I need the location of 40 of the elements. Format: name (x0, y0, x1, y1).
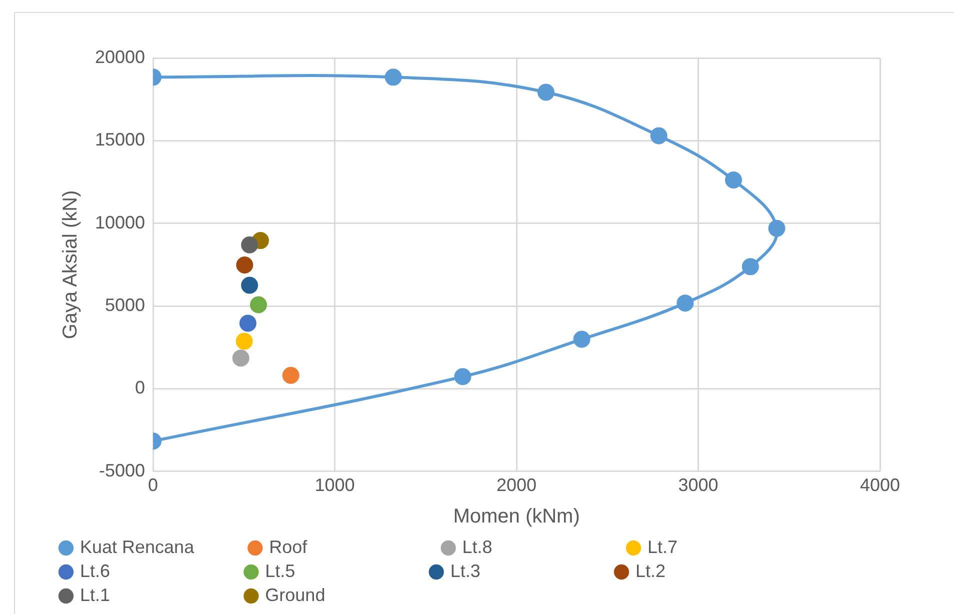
x-axis-title: Momen (kNm) (453, 506, 580, 528)
point (250, 296, 267, 314)
legend-label: Lt.6 (80, 560, 240, 581)
legend-label: Ground (265, 584, 436, 605)
y-tick-label: -5000 (99, 460, 146, 480)
legend-label: Kuat Rencana (80, 536, 244, 557)
legend-label: Lt.7 (647, 536, 808, 557)
y-tick-label: 20000 (94, 46, 146, 67)
legend-label: Lt.5 (265, 560, 426, 581)
point (676, 294, 694, 312)
y-tick-label: 5000 (105, 295, 146, 316)
point (236, 332, 253, 350)
point (282, 366, 300, 384)
point (537, 84, 554, 101)
y-tick-label: 10000 (94, 212, 146, 232)
legend-label: Lt.2 (635, 560, 796, 581)
point (232, 350, 250, 367)
x-tick-label: 1000 (314, 475, 355, 496)
point (239, 314, 256, 332)
point (768, 220, 786, 237)
legend-label: Lt.1 (80, 584, 240, 605)
y-tick-label: 0 (135, 378, 146, 398)
point (742, 258, 759, 276)
y-axis-title: Gaya Aksial (kN) (60, 190, 82, 340)
point (384, 68, 402, 86)
x-tick-label: 3000 (678, 475, 718, 496)
point (573, 330, 590, 348)
x-tick-label: 0 (148, 475, 158, 496)
point (454, 368, 472, 386)
point (241, 236, 258, 254)
point (725, 172, 742, 189)
x-tick-label: 4000 (860, 475, 900, 496)
legend-label: Lt.8 (462, 536, 622, 557)
legend-label: Roof (269, 536, 438, 557)
point (236, 256, 254, 274)
point (650, 127, 668, 144)
point (241, 276, 258, 294)
y-tick-label: 15000 (94, 130, 146, 150)
legend-label: Lt.3 (450, 560, 610, 581)
x-tick-label: 2000 (496, 475, 537, 496)
